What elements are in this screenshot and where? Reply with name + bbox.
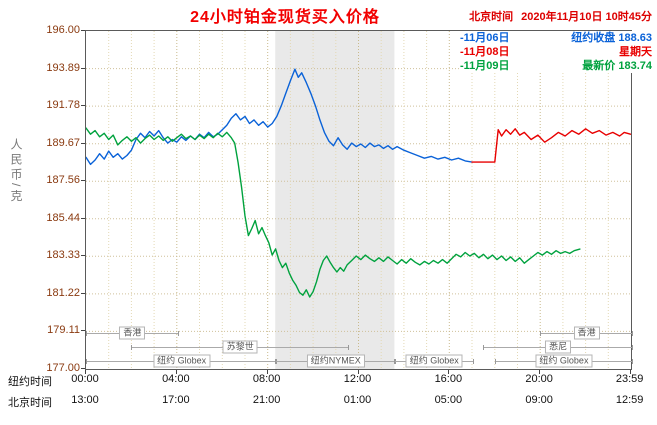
session-label: 香港: [573, 326, 600, 340]
x-tick-mark: [266, 370, 268, 374]
series-line-11月09日: [86, 127, 581, 298]
y-tick-label: 196.00: [46, 24, 80, 36]
session-bracket: 香港: [86, 326, 179, 340]
session-label: 纽约 Globex: [405, 354, 463, 368]
beijing-time-label: 北京时间: [469, 11, 514, 23]
x-tick-label-ny: 16:00: [434, 373, 463, 385]
legend-date: -11月08日: [460, 46, 510, 58]
legend-date: -11月06日: [460, 32, 510, 44]
session-label: 苏黎世: [222, 340, 258, 354]
x-tick-mark: [175, 370, 177, 374]
session-bracket: 纽约 Globex: [86, 354, 278, 368]
legend-item: -11月06日 纽约收盘 188.63: [460, 31, 652, 45]
series-line-11月06日: [86, 68, 473, 166]
x-tick-label-ny: 20:00: [525, 373, 553, 385]
x-tick-label-bj: 13:00: [71, 394, 99, 406]
y-axis-label: 人民币/克: [9, 138, 23, 205]
x-tick-label-ny: 00:00: [71, 373, 99, 385]
y-tick-label: 193.89: [46, 61, 80, 74]
x-tick-label-ny: 23:59: [615, 373, 644, 385]
legend-value: 星期天: [619, 46, 652, 58]
session-label: 香港: [119, 326, 146, 340]
series-line-11月08日: [471, 128, 631, 163]
y-tick-label: 183.33: [46, 249, 80, 262]
x-axis-row2-label: 北京时间: [8, 397, 52, 409]
x-tick-label-bj: 09:00: [525, 394, 553, 406]
x-tick-label-ny: 12:00: [343, 373, 372, 385]
x-tick-label-bj: 17:00: [162, 394, 190, 406]
x-tick-mark: [357, 370, 359, 374]
legend-value: 纽约收盘 188.63: [571, 32, 652, 44]
y-tick-label: 181.22: [46, 286, 80, 299]
x-tick-label-bj: 12:59: [615, 394, 644, 406]
x-tick-mark: [448, 370, 450, 374]
x-tick-label-bj: 01:00: [343, 394, 372, 406]
y-tick-label: 187.56: [46, 174, 80, 187]
y-tick-label: 185.44: [46, 211, 80, 224]
legend-item: -11月08日 星期天: [460, 45, 652, 59]
session-bracket: 苏黎世: [131, 340, 350, 354]
x-tick-mark: [85, 370, 86, 374]
x-tick-label-bj: 05:00: [434, 394, 463, 406]
session-bracket: 香港: [540, 326, 633, 340]
session-label: 纽约NYMEX: [306, 354, 365, 368]
legend-item: -11月09日 最新价 183.74: [460, 59, 652, 73]
price-chart: [86, 31, 631, 369]
x-tick-mark: [629, 370, 631, 374]
chart-title: 24小时铂金现货买入价格: [190, 9, 380, 26]
x-axis-row1-label: 纽约时间: [8, 376, 52, 388]
y-tick-label: 179.11: [47, 324, 80, 337]
session-bracket: 纽约 Globex: [394, 354, 475, 368]
x-tick-label-ny: 08:00: [252, 373, 281, 385]
nymex-session-band: [275, 31, 395, 369]
legend-date: -11月09日: [460, 60, 510, 72]
session-bracket: 纽约 Globex: [494, 354, 634, 368]
session-label: 悉尼: [545, 340, 572, 354]
x-tick-mark: [539, 370, 541, 374]
datetime-value: 2020年11月10日 10时45分: [521, 11, 652, 23]
session-bracket: 悉尼: [483, 340, 633, 354]
legend-value: 最新价 183.74: [582, 60, 652, 72]
session-label: 纽约 Globex: [535, 354, 593, 368]
session-bracket: 纽约NYMEX: [275, 354, 397, 368]
legend: -11月06日 纽约收盘 188.63 -11月08日 星期天 -11月09日 最新价 1…: [460, 31, 652, 73]
x-tick-label-ny: 04:00: [162, 373, 190, 385]
plot-area: 香港 香港 苏黎世 悉尼 纽约 Globex 纽约NYMEX 纽约 Globex 纽约 Glo…: [85, 30, 634, 370]
y-tick-label: 189.67: [46, 136, 80, 149]
beijing-datetime: 北京时间 2020年11月10日 10时45分: [469, 8, 652, 24]
y-tick-label: 191.78: [46, 99, 80, 112]
session-label: 纽约 Globex: [153, 354, 211, 368]
x-tick-label-bj: 21:00: [252, 394, 281, 406]
